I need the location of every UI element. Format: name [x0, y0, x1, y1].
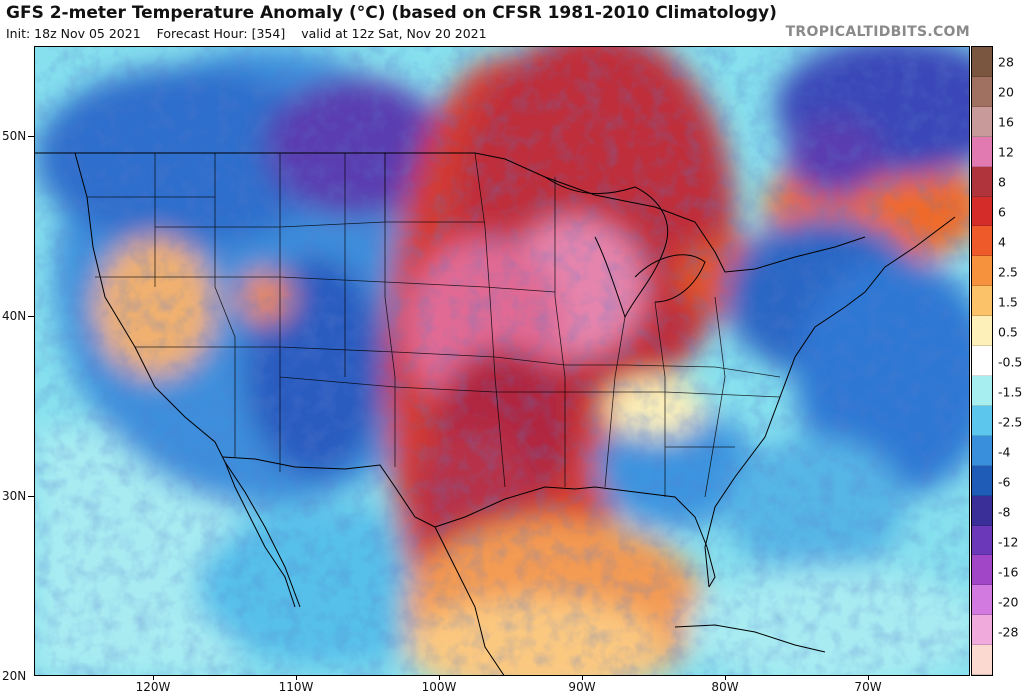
map-subtitle: Init: 18z Nov 05 2021 Forecast Hour: [35…: [6, 26, 499, 41]
colorbar-cell: [972, 465, 992, 496]
lat-label-30n: 30N: [2, 489, 27, 503]
temperature-anomaly-map: [35, 47, 969, 675]
colorbar-cell: [972, 645, 992, 676]
lon-tick: [439, 676, 440, 680]
lon-label-90w: 90W: [568, 680, 596, 694]
colorbar-label: 1.5: [998, 294, 1018, 310]
lon-label-80w: 80W: [711, 680, 739, 694]
colorbar-cell: [972, 435, 992, 466]
colorbar-cell: [972, 106, 992, 137]
colorbar-cell: [972, 226, 992, 257]
valid-time: valid at 12z Sat, Nov 20 2021: [301, 26, 487, 41]
lat-label-20n: 20N: [2, 669, 27, 683]
colorbar-cell: [972, 136, 992, 167]
colorbar-cell: [972, 166, 992, 197]
us-canada-border: [35, 152, 866, 273]
lon-label-100w: 100W: [421, 680, 457, 694]
colorbar-cell: [972, 525, 992, 556]
colorbar-label: 0.5: [998, 324, 1018, 340]
colorbar-label: -8: [998, 504, 1011, 520]
state-lines: [87, 152, 781, 498]
colorbar-cell: [972, 495, 992, 526]
us-mexico-border: [222, 456, 436, 528]
colorbar-label: 12: [998, 144, 1014, 160]
colorbar-label: -28: [998, 624, 1019, 640]
colorbar-label: -20: [998, 594, 1019, 610]
colorbar-cell: [972, 585, 992, 616]
lon-tick: [153, 676, 154, 680]
colorbar-cell: [972, 286, 992, 317]
map-title: GFS 2-meter Temperature Anomaly (°C) (ba…: [6, 3, 777, 23]
colorbar-label: -12: [998, 534, 1019, 550]
lat-tick: [28, 316, 34, 317]
anomaly-texture: [35, 47, 969, 675]
lat-label-50n: 50N: [2, 129, 27, 143]
lon-tick: [582, 676, 583, 680]
colorbar-label: 20: [998, 84, 1014, 100]
colorbar-label: -4: [998, 444, 1011, 460]
lon-label-110w: 110W: [278, 680, 314, 694]
colorbar-cell: [972, 196, 992, 227]
lon-tick: [868, 676, 869, 680]
colorbar-label: -2.5: [998, 414, 1023, 430]
colorbar-cell: [972, 405, 992, 436]
colorbar-label: 4: [998, 234, 1006, 250]
lon-label-70w: 70W: [854, 680, 882, 694]
boundaries: [35, 152, 956, 675]
colorbar-label: -6: [998, 474, 1011, 490]
lon-tick: [725, 676, 726, 680]
colorbar-label: -1.5: [998, 384, 1023, 400]
colorbar-cell: [972, 375, 992, 406]
lon-tick: [296, 676, 297, 680]
colorbar-cell: [972, 47, 992, 77]
colorbar-cell: [972, 615, 992, 646]
lon-label-120w: 120W: [135, 680, 171, 694]
pacific-coastline: [74, 152, 301, 608]
lat-tick: [28, 136, 34, 137]
colorbar-label: 2.5: [998, 264, 1018, 280]
forecast-hour: Forecast Hour: [354]: [156, 26, 286, 41]
colorbar-label: -0.5: [998, 354, 1023, 370]
colorbar-label: 6: [998, 204, 1006, 220]
colorbar-label: 8: [998, 174, 1006, 190]
colorbar-cell: [972, 256, 992, 287]
header: GFS 2-meter Temperature Anomaly (°C) (ba…: [0, 0, 1024, 46]
colorbar: [971, 46, 993, 676]
brand-watermark: TROPICALTIDBITS.COM: [785, 24, 970, 40]
colorbar-label: -16: [998, 564, 1019, 580]
map-panel: [34, 46, 970, 676]
colorbar-cell: [972, 76, 992, 107]
lat-label-40n: 40N: [2, 309, 27, 323]
colorbar-cell: [972, 555, 992, 586]
colorbar-cell: [972, 346, 992, 376]
colorbar-label: 28: [998, 54, 1014, 70]
colorbar-cell: [972, 316, 992, 347]
atlantic-coastline: [704, 216, 956, 588]
gulf-coastline: [434, 486, 716, 588]
colorbar-label: 16: [998, 114, 1014, 130]
init-time: Init: 18z Nov 05 2021: [6, 26, 141, 41]
lat-tick: [28, 496, 34, 497]
